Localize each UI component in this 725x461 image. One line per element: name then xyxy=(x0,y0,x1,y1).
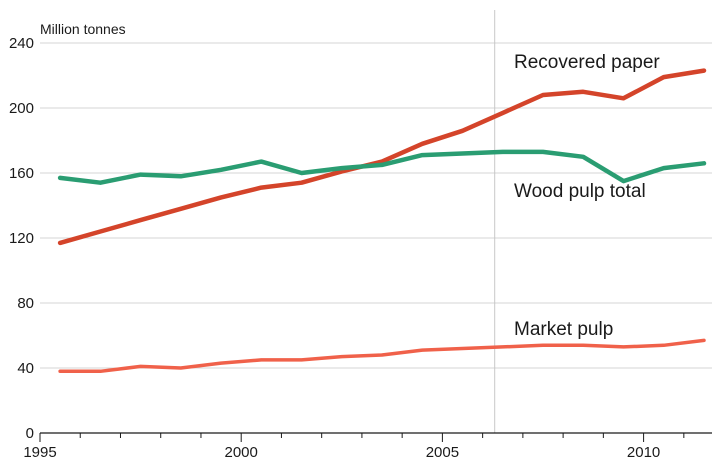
y-tick-labels: 0 40 80 120 160 200 240 xyxy=(9,35,34,442)
x-tick-label: 2010 xyxy=(627,444,660,461)
label-recovered-paper: Recovered paper xyxy=(514,52,660,73)
y-unit-label: Million tonnes xyxy=(40,21,126,37)
series-line-recovered-paper xyxy=(57,68,707,246)
y-tick-label: 200 xyxy=(9,100,34,117)
series-lines xyxy=(57,68,707,374)
y-tick-label: 80 xyxy=(17,295,34,312)
series-line-wood-pulp-total xyxy=(57,149,707,185)
y-tick-label: 240 xyxy=(9,35,34,52)
y-tick-label: 40 xyxy=(17,360,34,377)
x-tick-label: 2000 xyxy=(225,444,258,461)
x-tick-label: 2005 xyxy=(426,444,459,461)
y-tick-label: 160 xyxy=(9,165,34,182)
x-tick-label: 1995 xyxy=(23,444,56,461)
y-tick-label: 0 xyxy=(26,425,34,442)
x-ticks xyxy=(39,433,685,442)
series-line-market-pulp xyxy=(58,338,706,374)
x-tick-labels: 1995 2000 2005 2010 xyxy=(23,444,660,461)
label-market-pulp: Market pulp xyxy=(514,319,613,340)
y-tick-label: 120 xyxy=(9,230,34,247)
label-wood-pulp-total: Wood pulp total xyxy=(514,181,646,202)
